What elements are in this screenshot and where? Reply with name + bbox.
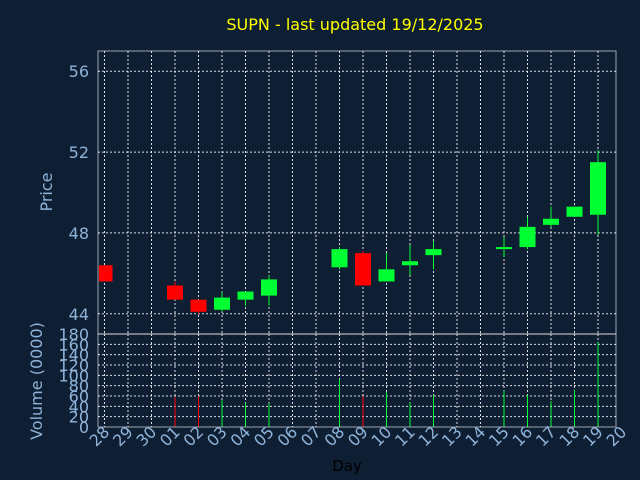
- candle: [214, 291, 230, 312]
- price-y-tick-label: 48: [69, 224, 89, 243]
- volume-y-tick-label: 180: [58, 325, 89, 344]
- volume-y-tick-label: 160: [58, 335, 89, 354]
- volume-y-tick-label: 100: [58, 366, 89, 385]
- candle: [378, 253, 395, 282]
- candle: [190, 299, 207, 314]
- candle-body: [402, 261, 418, 266]
- candle: [519, 216, 536, 250]
- volume-y-tick-label: 0: [79, 418, 89, 437]
- candle-body: [355, 253, 371, 286]
- candle-body: [331, 249, 348, 268]
- candle-body: [167, 285, 183, 300]
- candles: [99, 150, 606, 314]
- candle-body: [566, 206, 583, 217]
- price-y-ticks: 44 48 52 56: [69, 62, 89, 324]
- candle-body: [496, 247, 512, 250]
- price-y-tick-label: 56: [69, 62, 89, 81]
- candle-body: [378, 269, 395, 282]
- candle: [543, 206, 559, 227]
- volume-y-tick-label: 20: [69, 408, 89, 427]
- candle-body: [519, 226, 536, 248]
- candle: [590, 150, 606, 235]
- price-y-tick-label: 52: [69, 143, 89, 162]
- volume-y-tick-label: 140: [58, 346, 89, 365]
- candle: [496, 236, 512, 258]
- volume-frame: [97, 333, 617, 428]
- volume-y-tick-label: 120: [58, 356, 89, 375]
- candle-body: [190, 299, 207, 312]
- volume-y-tick-label: 40: [69, 397, 89, 416]
- price-y-axis-label: Price: [37, 172, 56, 211]
- volume-bars: [174, 341, 599, 427]
- x-tick-labels: 2829300102030405060708091011121314151617…: [85, 422, 630, 450]
- candle-body: [214, 297, 230, 310]
- candle: [237, 291, 254, 306]
- candle: [355, 251, 371, 286]
- candle-body: [99, 265, 113, 282]
- candle-body: [590, 162, 606, 215]
- volume-y-tick-label: 80: [69, 377, 89, 396]
- volume-y-axis-label: Volume (0000): [27, 322, 46, 440]
- candle: [566, 206, 583, 217]
- candle-body: [425, 249, 442, 256]
- candle: [402, 245, 418, 276]
- candle: [99, 265, 113, 282]
- price-y-tick-label: 44: [69, 305, 89, 324]
- volume-grid: [98, 334, 616, 427]
- candle: [331, 247, 348, 270]
- candle: [261, 275, 277, 306]
- chart-title: SUPN - last updated 19/12/2025: [226, 15, 483, 34]
- candle: [425, 241, 442, 270]
- price-panel: 44 48 52 56 Price: [37, 50, 617, 335]
- candle: [167, 281, 183, 300]
- candle-body: [237, 291, 254, 300]
- volume-y-tick-label: 60: [69, 387, 89, 406]
- price-grid: [98, 51, 616, 334]
- candle-body: [543, 218, 559, 225]
- x-axis-label: Day: [332, 457, 362, 475]
- candle-body: [261, 279, 277, 296]
